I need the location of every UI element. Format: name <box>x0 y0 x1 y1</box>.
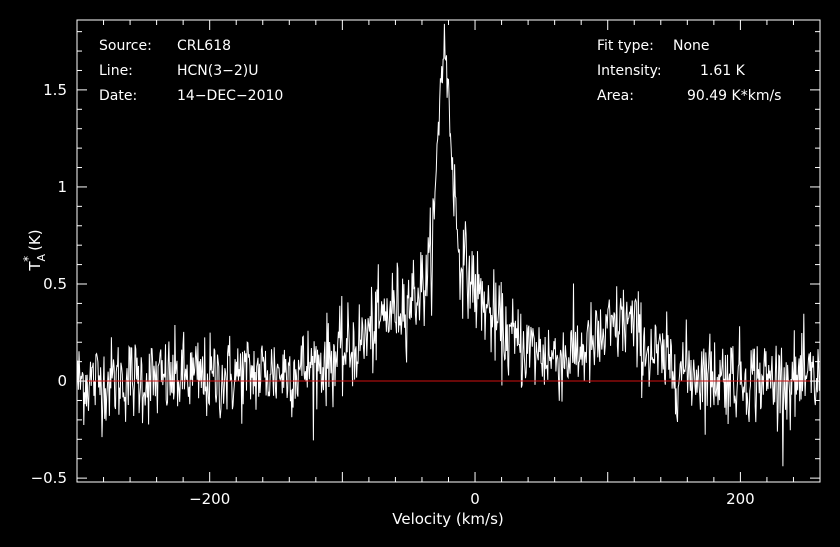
y-axis-title-sup: * <box>21 256 35 262</box>
y-axis-title-unit: (K) <box>26 229 44 251</box>
y-axis-title-sub: A <box>35 253 48 261</box>
y-tick-label: 0 <box>57 372 67 390</box>
x-tick-label: −200 <box>189 490 230 508</box>
intensity-value: 1.61 K <box>700 63 746 79</box>
x-tick-label: 0 <box>470 490 480 508</box>
y-axis-title: TA* (K) <box>21 229 48 271</box>
svg-text:TA*(K): TA* (K) <box>21 229 48 271</box>
y-tick-label: 1.5 <box>43 81 67 99</box>
y-axis-ticks: −0.5 0 0.5 1 1.5 <box>31 31 820 487</box>
area-value: 90.49 K*km/s <box>687 88 781 104</box>
y-tick-label: 1 <box>57 178 67 196</box>
fit-type-label: Fit type: <box>597 38 654 54</box>
spectrum-line <box>76 23 821 467</box>
x-tick-label: 200 <box>726 490 755 508</box>
date-label: Date: <box>99 88 137 104</box>
y-tick-label: −0.5 <box>31 469 67 487</box>
source-value: CRL618 <box>177 38 231 54</box>
fit-type-value: None <box>673 38 710 54</box>
source-label: Source: <box>99 38 152 54</box>
x-axis-ticks: −200 0 200 <box>76 20 821 508</box>
area-label: Area: <box>597 88 634 104</box>
date-value: 14−DEC−2010 <box>177 88 283 104</box>
y-axis-title-main: T <box>26 261 44 272</box>
y-tick-label: 0.5 <box>43 275 67 293</box>
intensity-label: Intensity: <box>597 63 662 79</box>
line-value: HCN(3−2)U <box>177 63 259 79</box>
x-axis-title: Velocity (km/s) <box>392 510 503 528</box>
line-label: Line: <box>99 63 133 79</box>
